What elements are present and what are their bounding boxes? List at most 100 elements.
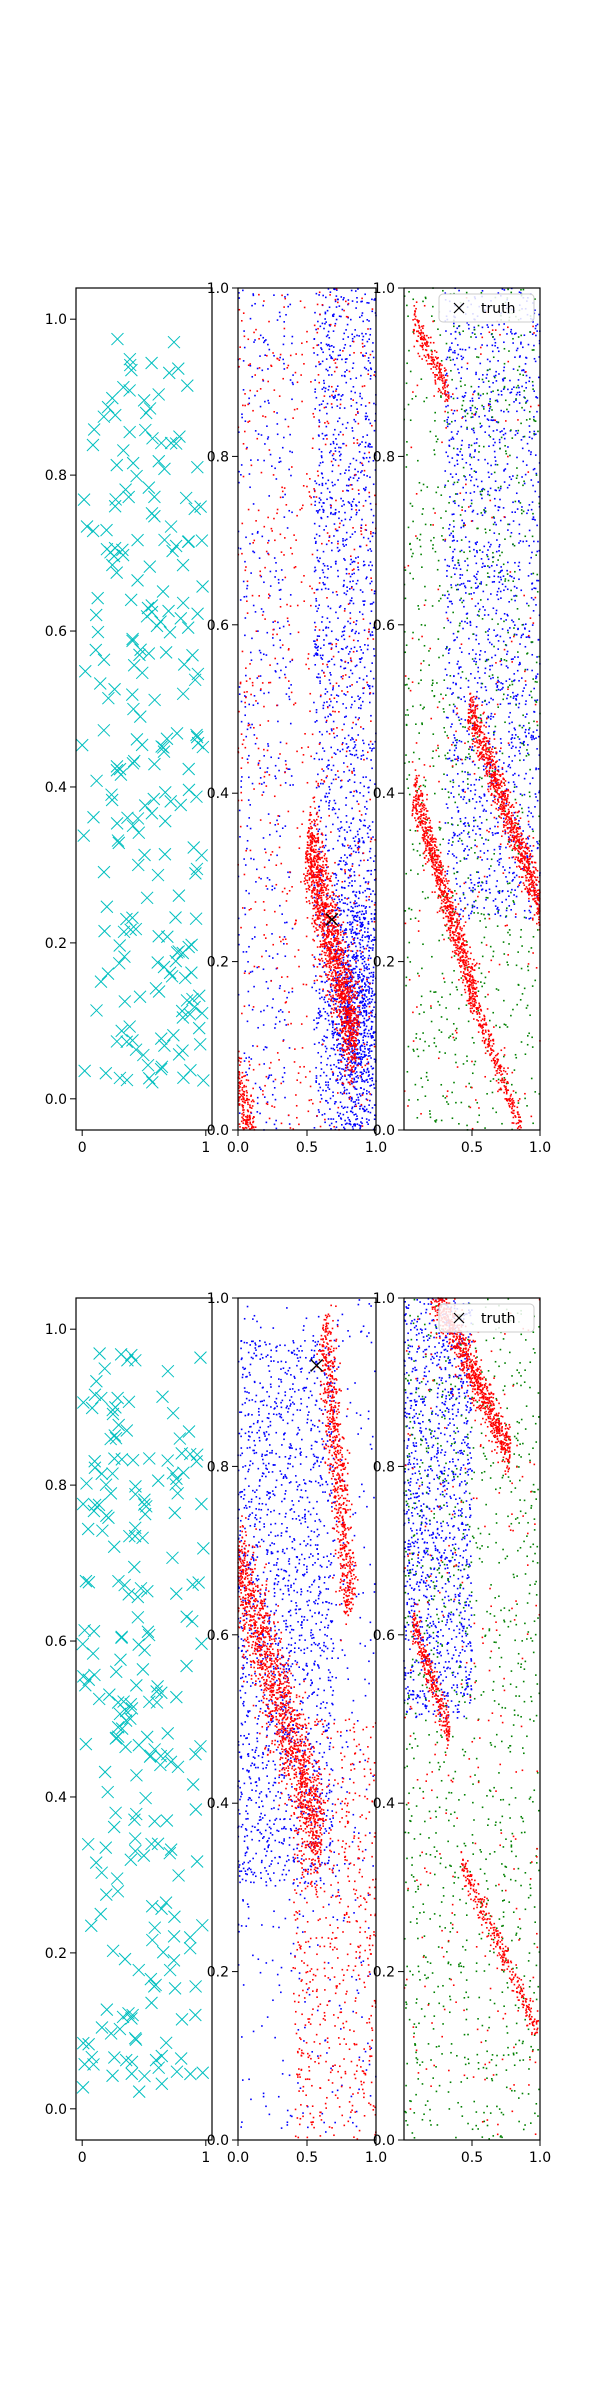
- point: [317, 907, 320, 910]
- point: [347, 1081, 350, 1084]
- point: [353, 746, 356, 748]
- point: [286, 617, 289, 620]
- point: [348, 1016, 350, 1019]
- point: [363, 1032, 366, 1034]
- point: [284, 782, 287, 784]
- point: [338, 830, 341, 832]
- point: [330, 746, 333, 749]
- point: [360, 300, 362, 303]
- point: [357, 995, 359, 997]
- sample-point: [126, 634, 139, 648]
- point: [370, 610, 373, 612]
- point: [335, 318, 338, 321]
- point: [363, 785, 365, 788]
- point: [354, 1068, 356, 1071]
- point: [326, 1000, 329, 1003]
- point: [319, 782, 322, 785]
- point: [352, 747, 355, 750]
- point: [323, 924, 326, 927]
- point: [337, 984, 339, 987]
- point: [259, 675, 262, 677]
- point: [350, 950, 352, 952]
- point: [355, 902, 358, 904]
- point: [370, 1084, 373, 1087]
- point: [310, 846, 313, 848]
- point: [319, 680, 321, 682]
- point: [373, 913, 376, 916]
- point: [325, 335, 328, 338]
- point: [371, 1011, 373, 1014]
- point: [324, 1001, 327, 1004]
- point: [339, 931, 342, 934]
- point: [319, 654, 322, 657]
- point: [361, 921, 364, 924]
- point: [326, 565, 329, 567]
- point: [337, 879, 340, 882]
- point: [305, 853, 307, 855]
- point: [335, 962, 338, 964]
- point: [299, 1066, 301, 1068]
- point: [335, 939, 338, 942]
- point: [271, 1006, 274, 1009]
- point: [355, 1099, 358, 1101]
- point: [334, 513, 336, 516]
- point: [326, 935, 328, 938]
- point: [369, 1032, 372, 1035]
- point: [364, 983, 366, 985]
- point: [245, 674, 247, 677]
- point: [274, 1078, 277, 1081]
- sample-point: [87, 423, 101, 436]
- point: [365, 1054, 367, 1057]
- point: [269, 664, 271, 666]
- point: [318, 879, 321, 881]
- point: [349, 588, 351, 590]
- point: [347, 1007, 350, 1010]
- point: [354, 1123, 357, 1126]
- point: [327, 1057, 329, 1060]
- point: [355, 1071, 358, 1073]
- point: [344, 1020, 347, 1022]
- point: [243, 1091, 246, 1093]
- point: [303, 880, 306, 883]
- point: [316, 895, 318, 897]
- point: [331, 905, 334, 907]
- point: [369, 362, 371, 364]
- point: [361, 397, 363, 400]
- point: [328, 801, 330, 804]
- point: [350, 1071, 353, 1074]
- sample-point: [174, 798, 188, 812]
- point: [351, 500, 354, 503]
- point: [363, 366, 366, 369]
- point: [318, 731, 321, 733]
- point: [330, 511, 332, 514]
- point: [314, 643, 316, 645]
- point: [358, 864, 361, 867]
- point: [327, 660, 330, 663]
- sample-point: [147, 792, 161, 806]
- point: [350, 1039, 353, 1042]
- point: [245, 696, 247, 699]
- point: [335, 1010, 338, 1012]
- point: [340, 974, 343, 977]
- sample-point: [110, 1035, 124, 1048]
- point: [324, 311, 327, 314]
- point: [252, 409, 254, 412]
- point: [352, 1128, 354, 1130]
- point: [347, 501, 350, 503]
- point: [329, 924, 331, 927]
- point: [296, 514, 298, 517]
- point: [331, 481, 334, 484]
- point: [338, 685, 340, 687]
- point: [296, 827, 299, 829]
- point: [241, 757, 244, 759]
- point: [326, 994, 329, 996]
- point: [353, 956, 356, 958]
- sample-point: [182, 535, 196, 548]
- point: [314, 837, 317, 839]
- point: [278, 461, 280, 463]
- point: [343, 992, 345, 995]
- point: [358, 444, 360, 447]
- point: [241, 650, 244, 653]
- sample-point: [195, 1006, 209, 1020]
- point: [248, 1056, 250, 1059]
